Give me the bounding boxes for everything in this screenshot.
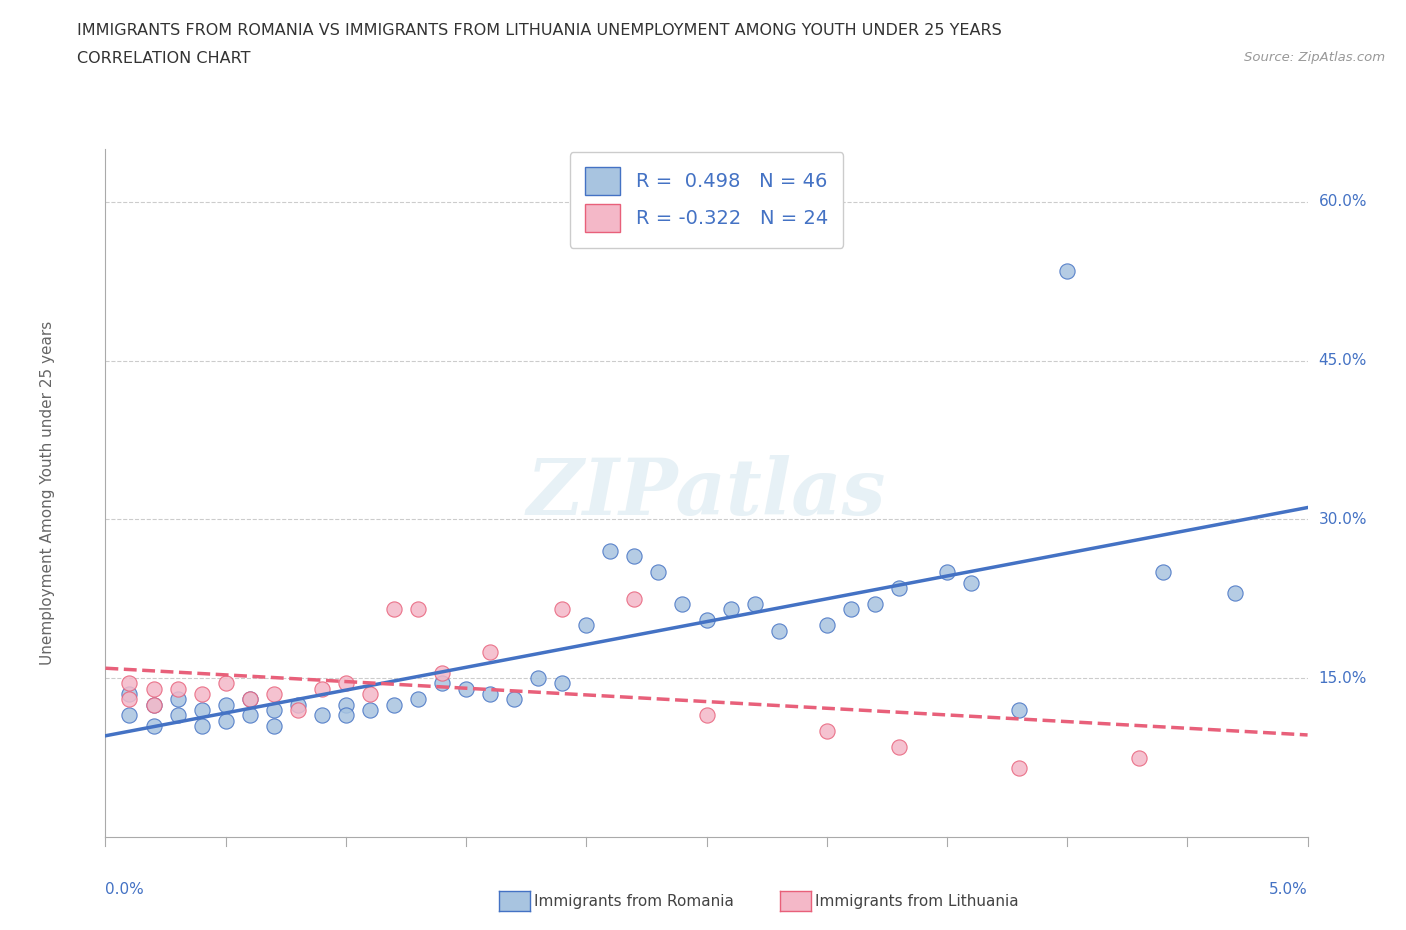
Point [1225, 586, 1247, 601]
Point [671, 597, 693, 612]
Legend: R =  0.498   N = 46, R = -0.322   N = 24: R = 0.498 N = 46, R = -0.322 N = 24 [569, 152, 844, 247]
Point [454, 682, 477, 697]
Point [359, 702, 381, 717]
Point [239, 708, 262, 723]
Point [1152, 565, 1174, 579]
Point [960, 576, 983, 591]
Point [142, 698, 165, 712]
Point [696, 613, 718, 628]
Point [118, 686, 141, 701]
Point [1128, 751, 1150, 765]
Point [287, 698, 309, 712]
Point [430, 666, 453, 681]
Point [406, 692, 429, 707]
Point [382, 602, 405, 617]
Point [887, 580, 910, 595]
Point [815, 724, 838, 738]
Point [359, 686, 381, 701]
Point [768, 623, 790, 638]
Point [430, 676, 453, 691]
Point [239, 692, 262, 707]
Point [263, 718, 285, 733]
Text: Source: ZipAtlas.com: Source: ZipAtlas.com [1244, 51, 1385, 64]
Point [263, 702, 285, 717]
Point [839, 602, 862, 617]
Point [142, 682, 165, 697]
Text: 60.0%: 60.0% [1319, 194, 1367, 209]
Point [166, 708, 188, 723]
Point [118, 692, 141, 707]
Text: CORRELATION CHART: CORRELATION CHART [77, 51, 250, 66]
Point [1056, 263, 1078, 278]
Point [335, 698, 357, 712]
Point [190, 702, 212, 717]
Point [720, 602, 742, 617]
Point [190, 718, 212, 733]
Text: Immigrants from Lithuania: Immigrants from Lithuania [815, 894, 1019, 909]
Point [863, 597, 886, 612]
Point [575, 618, 598, 632]
Point [166, 692, 188, 707]
Text: Immigrants from Romania: Immigrants from Romania [534, 894, 734, 909]
Point [142, 698, 165, 712]
Point [118, 708, 141, 723]
Point [936, 565, 959, 579]
Point [118, 676, 141, 691]
Point [335, 676, 357, 691]
Point [479, 644, 502, 659]
Text: 15.0%: 15.0% [1319, 671, 1367, 685]
Point [190, 686, 212, 701]
Point [1008, 761, 1031, 776]
Point [214, 713, 236, 728]
Point [335, 708, 357, 723]
Point [744, 597, 766, 612]
Point [214, 698, 236, 712]
Point [263, 686, 285, 701]
Point [239, 692, 262, 707]
Text: IMMIGRANTS FROM ROMANIA VS IMMIGRANTS FROM LITHUANIA UNEMPLOYMENT AMONG YOUTH UN: IMMIGRANTS FROM ROMANIA VS IMMIGRANTS FR… [77, 23, 1002, 38]
Text: Unemployment Among Youth under 25 years: Unemployment Among Youth under 25 years [41, 321, 55, 665]
Point [647, 565, 669, 579]
Point [551, 676, 574, 691]
Point [527, 671, 550, 685]
Point [696, 708, 718, 723]
Point [1008, 702, 1031, 717]
Point [599, 544, 621, 559]
Point [166, 682, 188, 697]
Text: ZIPatlas: ZIPatlas [527, 455, 886, 531]
Text: 30.0%: 30.0% [1319, 512, 1367, 527]
Point [887, 739, 910, 754]
Point [406, 602, 429, 617]
Text: 0.0%: 0.0% [105, 882, 145, 897]
Point [287, 702, 309, 717]
Point [311, 682, 333, 697]
Point [623, 549, 645, 564]
Point [382, 698, 405, 712]
Point [503, 692, 526, 707]
Point [815, 618, 838, 632]
Point [214, 676, 236, 691]
Point [311, 708, 333, 723]
Point [551, 602, 574, 617]
Point [142, 718, 165, 733]
Text: 5.0%: 5.0% [1268, 882, 1308, 897]
Point [479, 686, 502, 701]
Point [623, 591, 645, 606]
Text: 45.0%: 45.0% [1319, 353, 1367, 368]
